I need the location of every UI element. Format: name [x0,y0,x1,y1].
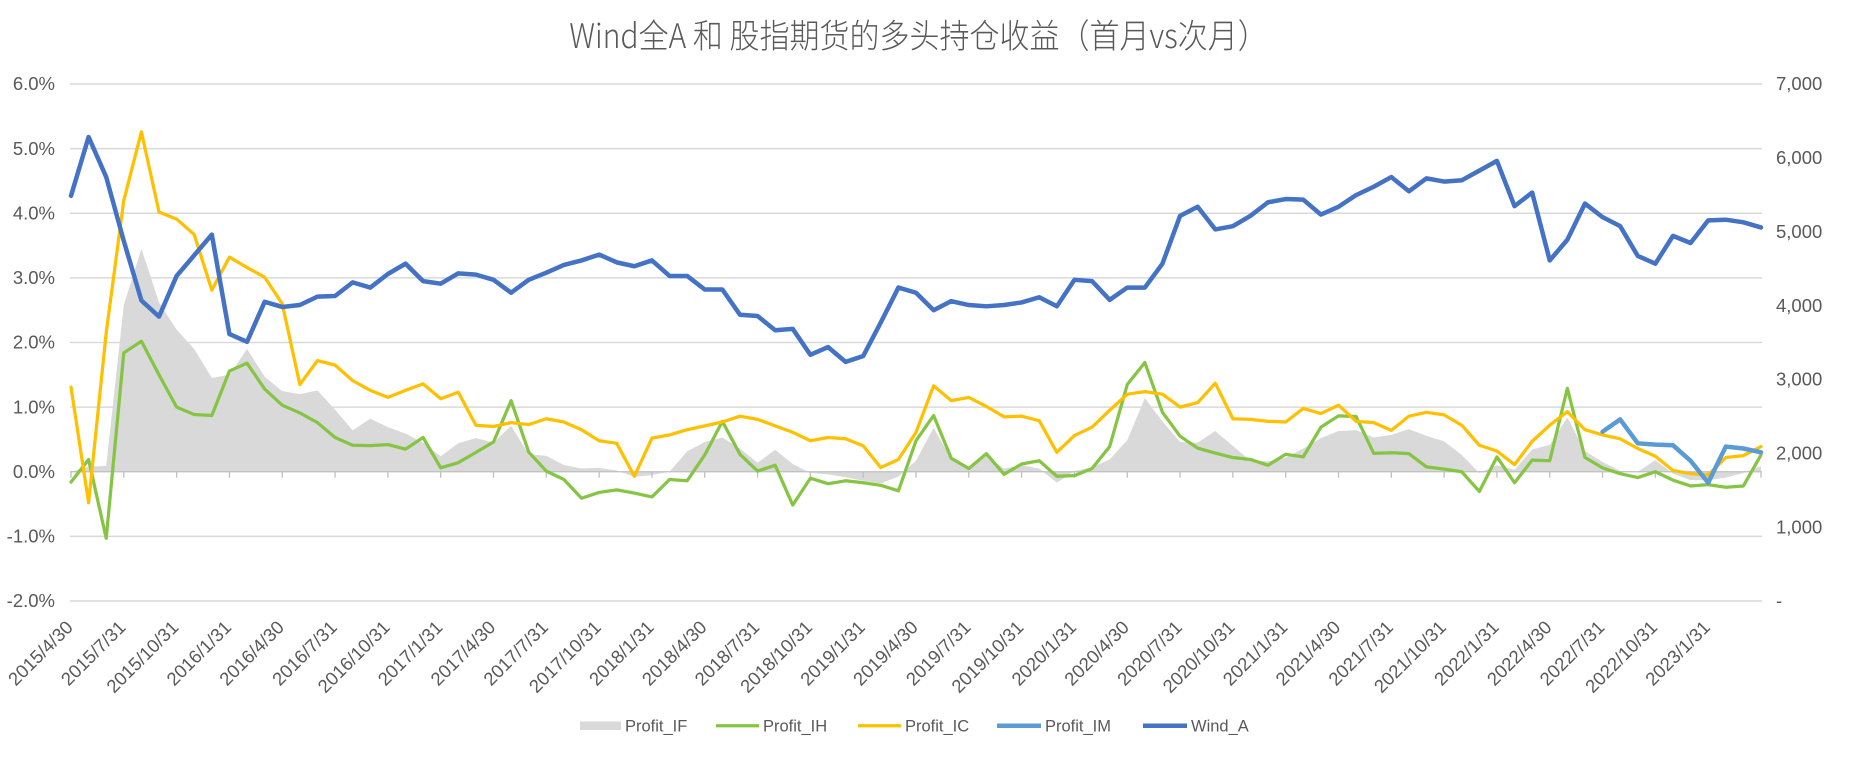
svg-text:Profit_IF: Profit_IF [625,718,687,736]
svg-text:1,000: 1,000 [1776,516,1822,537]
svg-text:2,000: 2,000 [1776,442,1822,463]
svg-text:-: - [1776,590,1782,611]
svg-text:6.0%: 6.0% [13,73,55,94]
svg-text:3.0%: 3.0% [13,267,55,288]
svg-text:6,000: 6,000 [1776,147,1822,168]
svg-text:Wind_A: Wind_A [1191,718,1249,736]
svg-text:5.0%: 5.0% [13,138,55,159]
svg-text:4.0%: 4.0% [13,202,55,223]
svg-text:Profit_IH: Profit_IH [763,718,827,736]
svg-text:-2.0%: -2.0% [7,590,55,611]
svg-text:0.0%: 0.0% [13,461,55,482]
svg-text:1.0%: 1.0% [13,396,55,417]
svg-text:4,000: 4,000 [1776,295,1822,316]
svg-text:Profit_IC: Profit_IC [905,718,969,736]
svg-text:3,000: 3,000 [1776,369,1822,390]
svg-text:2.0%: 2.0% [13,332,55,353]
svg-text:7,000: 7,000 [1776,73,1822,94]
svg-text:Profit_IM: Profit_IM [1045,718,1111,736]
svg-text:5,000: 5,000 [1776,221,1822,242]
svg-text:-1.0%: -1.0% [7,526,55,547]
